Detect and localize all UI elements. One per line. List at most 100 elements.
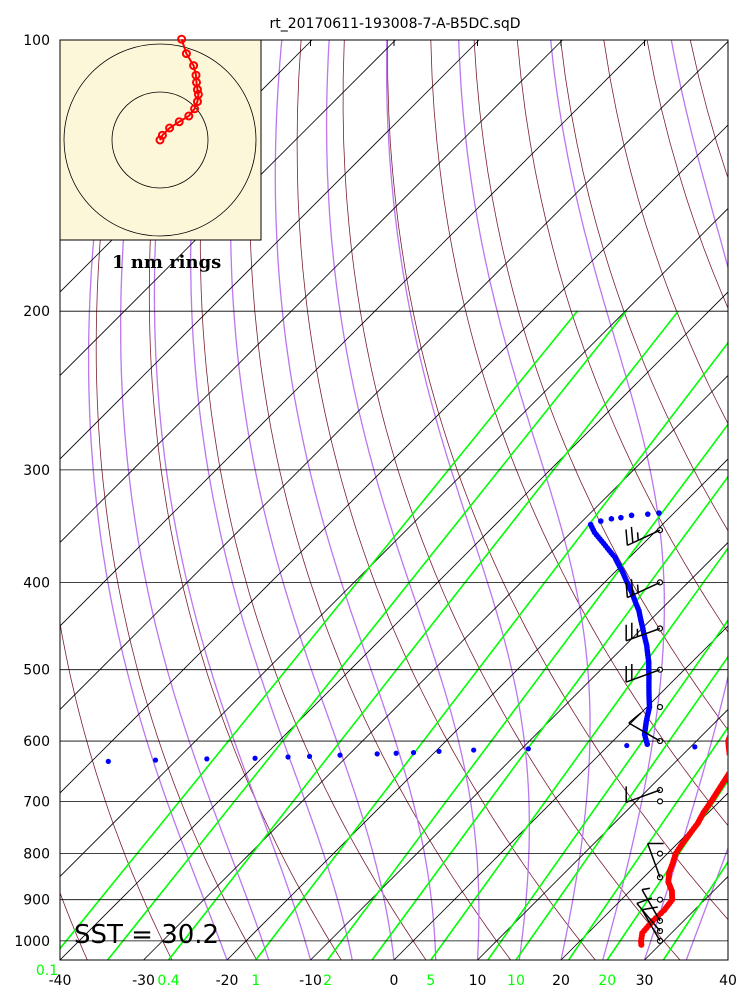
wind-barb-shaft <box>641 909 661 942</box>
dry-adiabat <box>60 40 173 960</box>
wind-barb <box>656 703 664 711</box>
hodograph-point <box>184 111 194 121</box>
temperature-point <box>728 756 734 762</box>
dry-adiabat <box>95 40 258 960</box>
temperature-point <box>737 711 743 717</box>
isotherm <box>60 124 728 794</box>
x-tick-label: -30 <box>132 973 155 989</box>
mixing-ratio-line <box>487 618 728 960</box>
dewpoint-point <box>337 752 343 758</box>
dewpoint-point <box>306 753 313 759</box>
hodograph-point <box>174 117 184 127</box>
mixing-ratio-line <box>60 310 578 950</box>
wind-barb-half-feather <box>641 887 651 891</box>
wind-barb-feather <box>630 526 634 543</box>
temperature-point <box>739 692 745 698</box>
dewpoint-point <box>692 744 698 750</box>
x-tick-label: -40 <box>49 973 72 989</box>
hodograph-ring <box>63 43 257 237</box>
wind-barb <box>636 897 664 935</box>
hodograph-ring <box>111 91 209 189</box>
wind-barb-shaft <box>636 902 661 932</box>
mixing-ratio-label: 20 <box>598 973 616 989</box>
wind-barb <box>656 896 664 903</box>
wind-barb <box>625 526 664 547</box>
temperature-point <box>741 674 747 680</box>
isotherm <box>60 40 563 544</box>
isotherm <box>393 625 728 960</box>
isotherm <box>60 40 728 711</box>
temperature-point <box>739 697 745 703</box>
dry-adiabat <box>60 891 88 960</box>
temperature-point <box>746 649 750 655</box>
moist-adiabat <box>119 40 270 960</box>
mixing-ratio-label: 0.1 <box>36 963 58 979</box>
temperature-point <box>746 646 750 652</box>
wind-barb-station <box>656 850 664 857</box>
mixing-ratio-line <box>107 310 627 960</box>
temperature-point <box>729 729 735 735</box>
temperature-point <box>742 665 748 671</box>
moist-adiabat <box>190 40 353 960</box>
wind-barb <box>625 786 664 804</box>
temperature-point <box>726 770 728 777</box>
wind-barb <box>656 798 664 805</box>
isotherm <box>310 541 728 960</box>
temperature-point <box>726 734 728 740</box>
temperature-point <box>739 690 745 696</box>
isotherm <box>60 291 728 960</box>
temperature-point <box>738 707 744 713</box>
y-tick-label: 600 <box>23 734 50 750</box>
temperature-point <box>733 720 739 726</box>
moist-adiabat <box>458 40 591 960</box>
temperature-point <box>740 676 746 682</box>
moist-adiabat <box>385 40 530 960</box>
wind-barb-feather <box>641 906 658 911</box>
mixing-ratio-line <box>515 655 728 960</box>
mixing-ratio-label: 1 <box>251 973 260 989</box>
dewpoint-point <box>285 754 291 760</box>
temperature-point <box>741 669 747 675</box>
wind-barb-shaft <box>625 789 661 804</box>
moist-adiabat <box>685 846 728 960</box>
y-tick-label: 200 <box>23 304 50 320</box>
mixing-ratio-line <box>326 423 728 960</box>
mixing-ratio-label: 5 <box>426 973 435 989</box>
x-tick-label: 0 <box>390 973 399 989</box>
dry-adiabat <box>560 40 728 532</box>
isotherm <box>60 40 62 43</box>
hodograph-point <box>181 49 191 59</box>
dry-adiabat <box>249 40 512 960</box>
mixing-ratio-line <box>167 310 679 960</box>
dewpoint-point <box>252 755 258 761</box>
temperature-point <box>739 685 745 691</box>
dewpoint-point <box>152 757 159 763</box>
y-tick-label: 500 <box>23 663 50 679</box>
temperature-point <box>740 682 746 688</box>
temperature-point <box>727 732 728 737</box>
x-tick-label: 20 <box>552 973 570 989</box>
mixing-ratio-label: 0.4 <box>157 973 179 989</box>
wind-barb-feather <box>630 579 634 596</box>
moist-adiabat <box>727 958 728 960</box>
temperature-point <box>740 680 746 686</box>
x-tick-label: -10 <box>299 973 322 989</box>
dry-adiabat <box>473 40 728 731</box>
profiles <box>105 510 750 948</box>
mixing-ratio-labels: 0.1 0.4 1 2 5 10 20 <box>36 963 616 989</box>
temperature-point <box>738 704 744 710</box>
isotherm <box>60 40 647 627</box>
hodograph-point <box>177 34 187 44</box>
dry-adiabat <box>430 40 728 827</box>
y-tick-label: 1000 <box>14 934 50 950</box>
mixing-ratio-label: 10 <box>507 973 525 989</box>
dry-adiabat <box>296 40 596 960</box>
wind-barb <box>646 842 664 881</box>
wind-barb-feather <box>625 529 629 546</box>
temperature-point <box>743 660 749 666</box>
temperature-point <box>740 678 746 684</box>
wind-barb-shaft <box>628 722 661 742</box>
y-tick-label: 400 <box>23 575 50 591</box>
dewpoint-point <box>374 751 380 757</box>
hodograph-point <box>189 61 199 71</box>
